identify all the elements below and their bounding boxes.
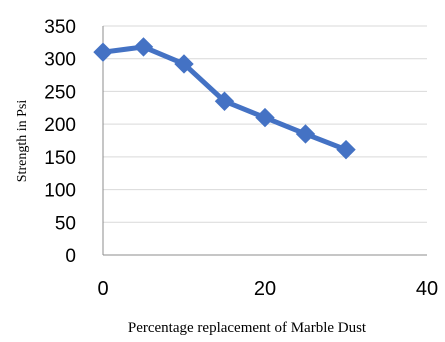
data-point	[174, 54, 194, 74]
y-tick-labels: 0 50 100 150 200 250 300 350	[44, 17, 76, 267]
y-tick-label: 350	[44, 17, 76, 38]
y-tick-label: 250	[44, 82, 76, 103]
data-point	[93, 42, 113, 62]
x-tick-label: 0	[97, 278, 108, 300]
x-tick-label: 20	[254, 278, 276, 300]
data-point	[214, 91, 235, 111]
data-point	[295, 124, 316, 144]
y-tick-label: 200	[44, 115, 76, 136]
gridlines	[103, 25, 427, 223]
y-tick-label: 100	[44, 181, 76, 202]
x-tick-labels: 0 20 40	[97, 278, 438, 300]
y-tick-label: 150	[44, 148, 76, 169]
data-point	[255, 107, 275, 128]
x-axis-title: Percentage replacement of Marble Dust	[128, 320, 367, 336]
data-point	[133, 37, 154, 57]
x-tick-label: 40	[416, 278, 438, 300]
data-point	[336, 139, 356, 160]
y-tick-label: 0	[65, 246, 76, 267]
y-tick-label: 50	[55, 213, 76, 234]
data-series	[93, 37, 356, 160]
y-axis-title: Strength in Psi	[15, 100, 30, 183]
axes	[102, 26, 427, 256]
y-tick-label: 300	[44, 50, 76, 71]
